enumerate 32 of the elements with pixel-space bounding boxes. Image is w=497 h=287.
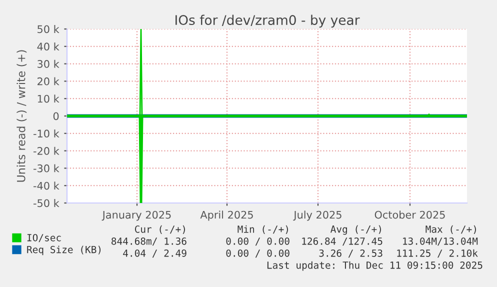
y-tick-label: 20 k [38,77,60,86]
y-tick-label: 40 k [37,42,60,51]
chart-title: IOs for /dev/zram0 - by year [176,14,360,28]
text: 844.68m/ 1.36 [112,237,186,246]
text: 126.84 /127.45 [302,237,382,246]
y-tick-label: -40 k [34,182,60,190]
y-tick-label: -50 k [34,199,60,208]
text: 0.00 / 0.00 [226,237,290,246]
text: Cur (-/+) [134,225,185,234]
legend-label: IO/sec [27,234,61,242]
y-tick-label: -10 k [34,129,60,138]
text: 0.00 / 0.00 [226,249,290,258]
text: Min (-/+) [238,225,288,234]
text: 111.25 / 2.10k [397,249,478,258]
y-tick-label: -30 k [34,164,60,172]
y-tick-label: 30 k [38,60,60,68]
y-tick-label: 0 [53,112,59,120]
text: Avg (-/+) [330,225,381,235]
y-axis-title: Units read (-) / write (+) [16,50,27,182]
y-tick-label: 50 k [38,25,60,34]
text: Max (-/+) [426,225,476,234]
y-tick-label: 10 k [38,94,60,103]
x-tick-label: October 2025 [374,210,445,219]
x-tick-label: April 2025 [200,210,253,221]
x-tick-label: January 2025 [102,210,171,221]
legend-label: Req Size (KB) [27,246,101,256]
text: Last update: Thu Dec 11 09:15:00 2025 [267,261,482,271]
y-tick-label: -20 k [34,146,60,155]
text: 3.26 / 2.53 [319,249,382,258]
x-tick-label: July 2025 [293,210,342,221]
text: 13.04M/13.04M [403,237,478,246]
text: 4.04 / 2.49 [123,249,186,258]
